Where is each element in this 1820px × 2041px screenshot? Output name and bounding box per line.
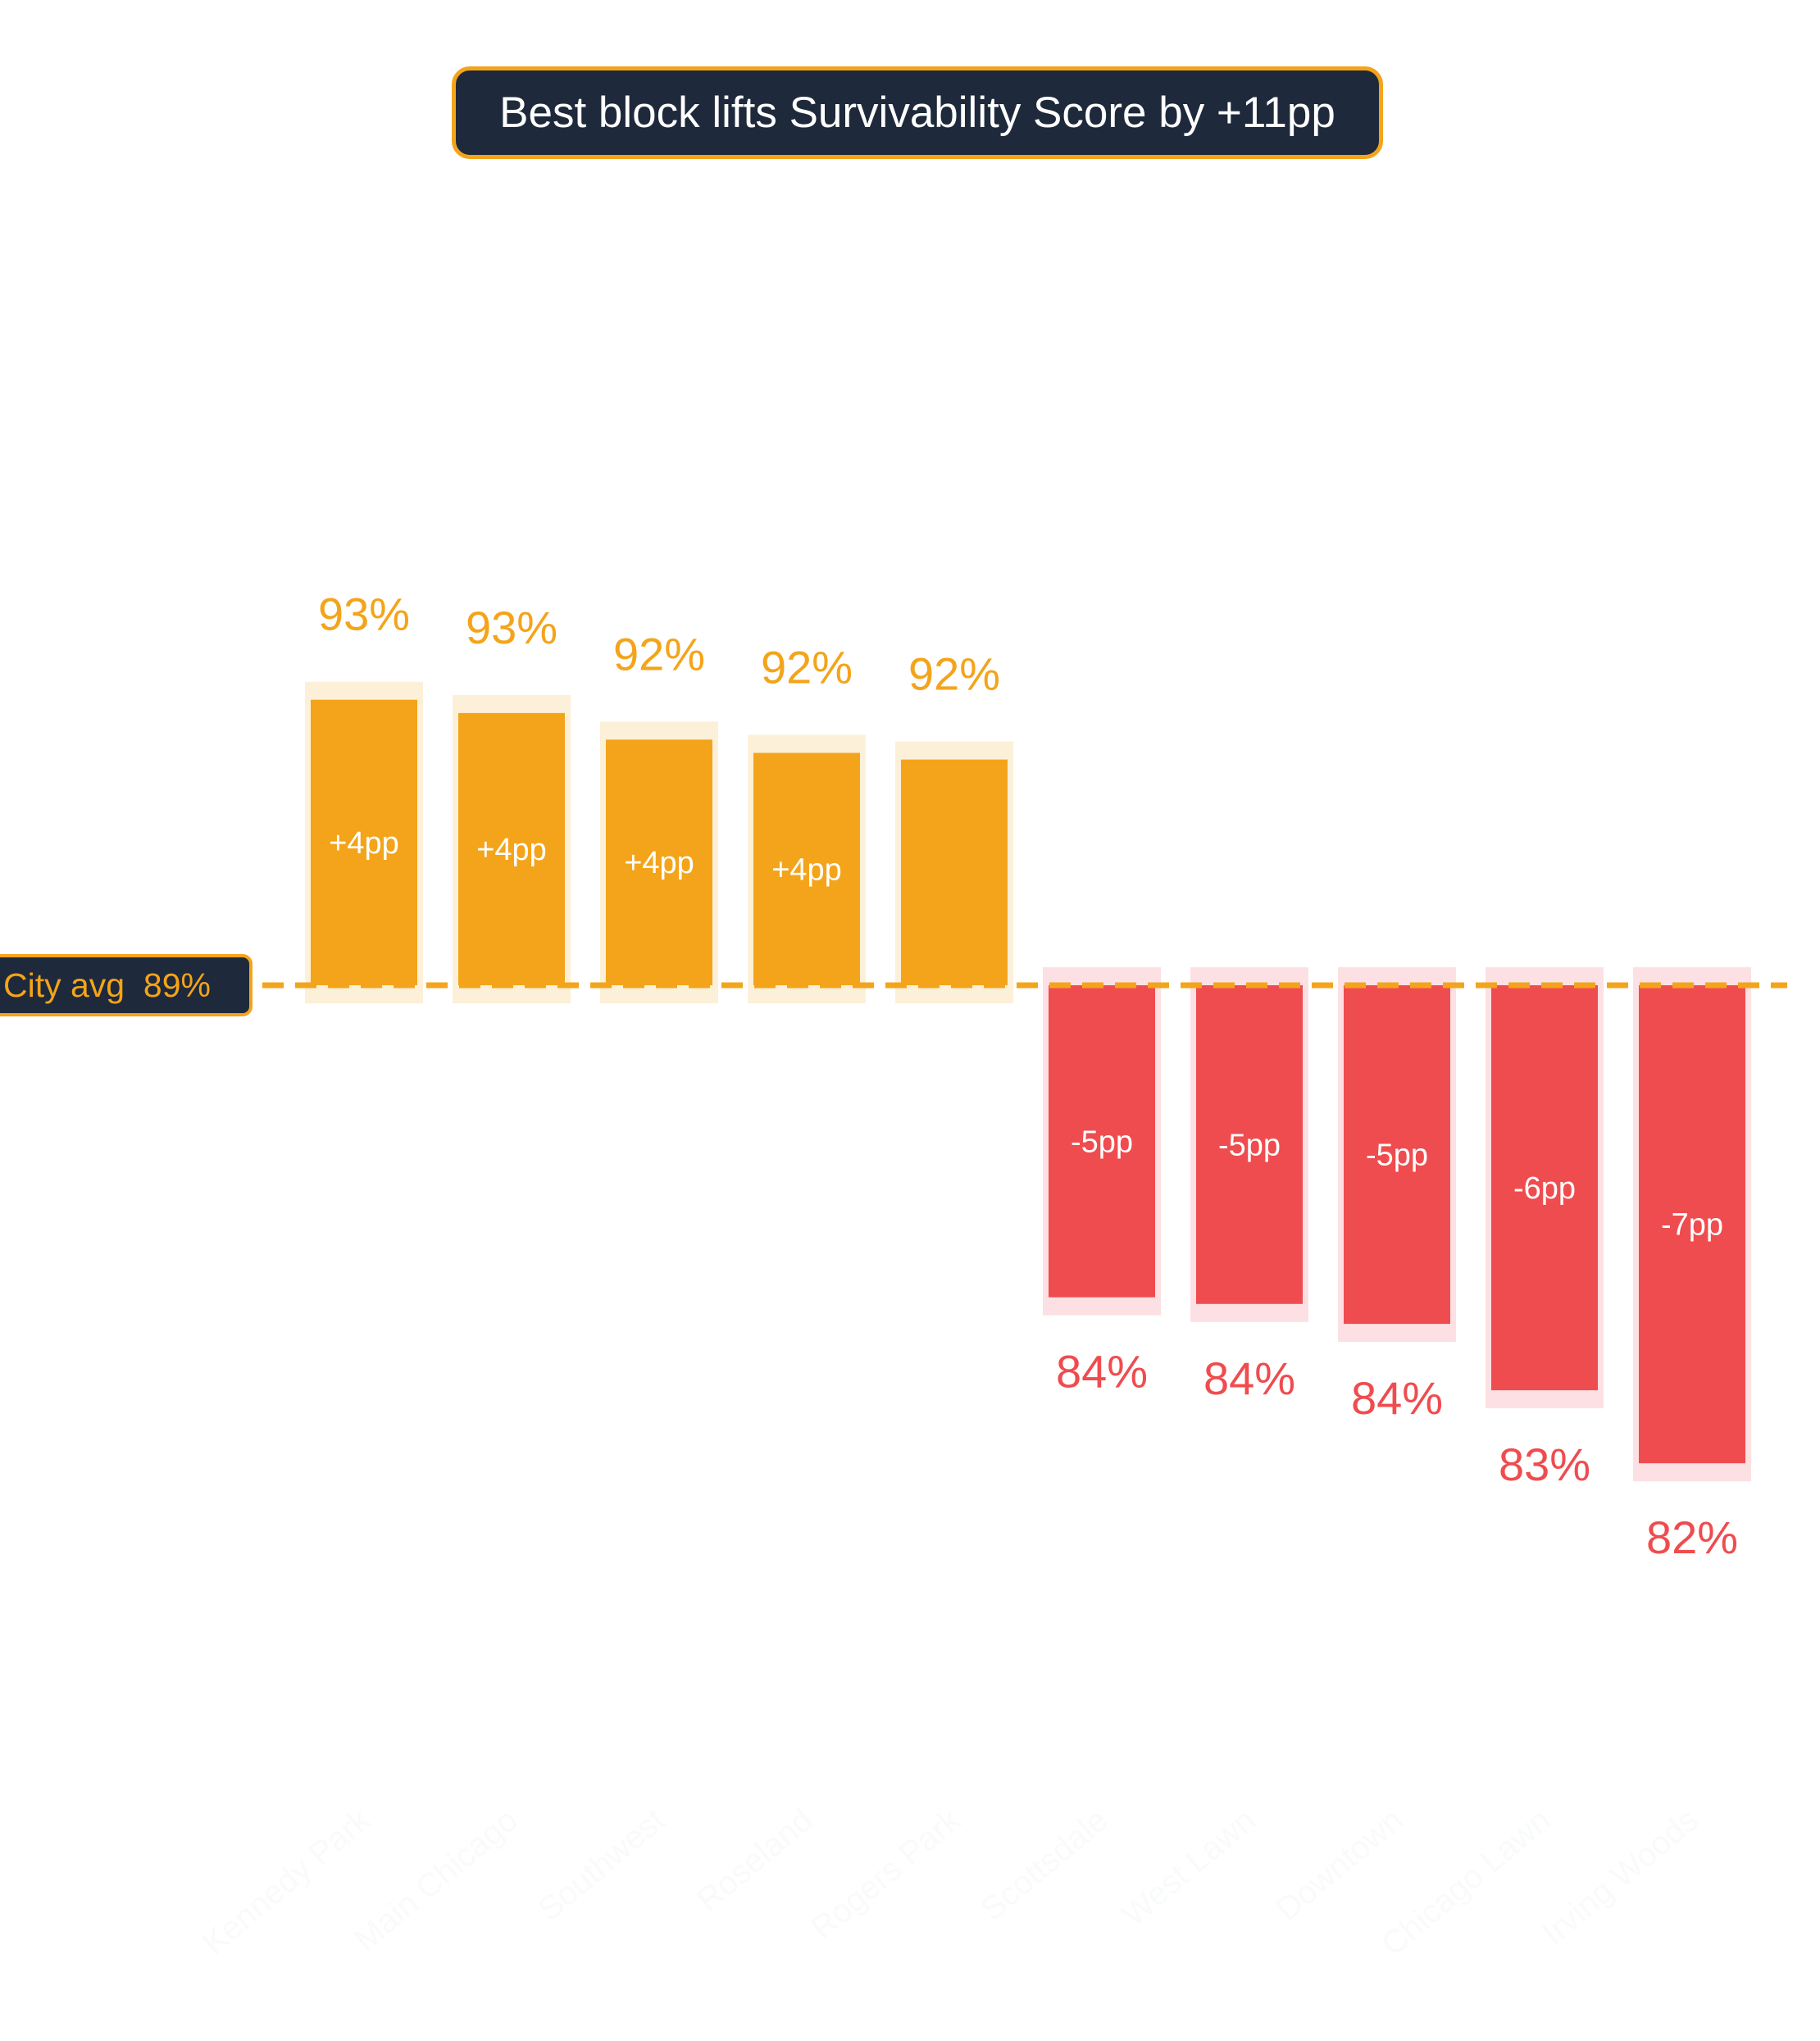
delta-label: +4pp (624, 846, 694, 880)
bar (458, 712, 565, 985)
bar-group: -7pp 82% Irving Woods (1536, 967, 1751, 1952)
value-label: 84% (1351, 1372, 1443, 1424)
delta-label: -6pp (1513, 1171, 1576, 1206)
delta-label: +4pp (771, 852, 842, 887)
category-label: Main Chicago (348, 1802, 525, 1958)
value-label: 93% (466, 602, 557, 653)
bar (1049, 985, 1155, 1298)
category-label: Irving Woods (1536, 1802, 1705, 1952)
value-label: 92% (761, 642, 853, 693)
category-label: Roseland (690, 1802, 820, 1918)
bar (753, 752, 860, 985)
category-label: West Lawn (1115, 1802, 1262, 1933)
chart-title: Best block lifts Survivability Score by … (452, 66, 1383, 159)
category-label: Scottsdale (974, 1802, 1114, 1928)
bar (606, 739, 712, 985)
bar (1344, 985, 1450, 1325)
delta-label: -5pp (1366, 1139, 1428, 1173)
bar-group: -5pp 84% Scottsdale (974, 967, 1161, 1928)
value-label: 93% (318, 589, 410, 640)
bar (1491, 985, 1598, 1391)
bar-group: +4pp 93% Kennedy Park (196, 589, 423, 1962)
city-average-value: 89% (143, 966, 211, 1004)
category-label: Downtown (1269, 1802, 1409, 1928)
category-label: Kennedy Park (196, 1802, 378, 1962)
delta-label: +4pp (329, 826, 399, 861)
value-label: 92% (908, 648, 1000, 700)
city-average-badge: City avg 89% (0, 954, 253, 1016)
bar (311, 699, 417, 985)
bar (1196, 985, 1303, 1304)
value-label: 84% (1203, 1352, 1295, 1404)
value-label: 83% (1499, 1439, 1590, 1490)
city-average-label: City avg (3, 966, 125, 1004)
value-label: 82% (1646, 1511, 1738, 1563)
value-label: 84% (1056, 1346, 1148, 1398)
delta-label: -5pp (1218, 1128, 1281, 1162)
category-label: Rogers Park (804, 1802, 967, 1947)
delta-label: -5pp (1071, 1125, 1133, 1159)
bar (901, 759, 1008, 985)
category-label: Southwest (531, 1802, 671, 1928)
value-label: 92% (613, 628, 705, 680)
delta-label: +4pp (476, 833, 547, 867)
bar (1639, 985, 1745, 1464)
delta-label: -7pp (1661, 1208, 1723, 1243)
